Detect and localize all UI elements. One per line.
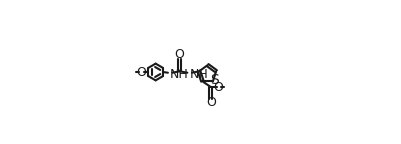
Text: O: O [213,80,223,93]
Text: S: S [210,73,219,87]
Text: NH: NH [189,68,208,81]
Text: NH: NH [169,68,188,81]
Text: O: O [205,96,215,109]
Text: O: O [174,48,184,61]
Text: O: O [136,66,146,78]
